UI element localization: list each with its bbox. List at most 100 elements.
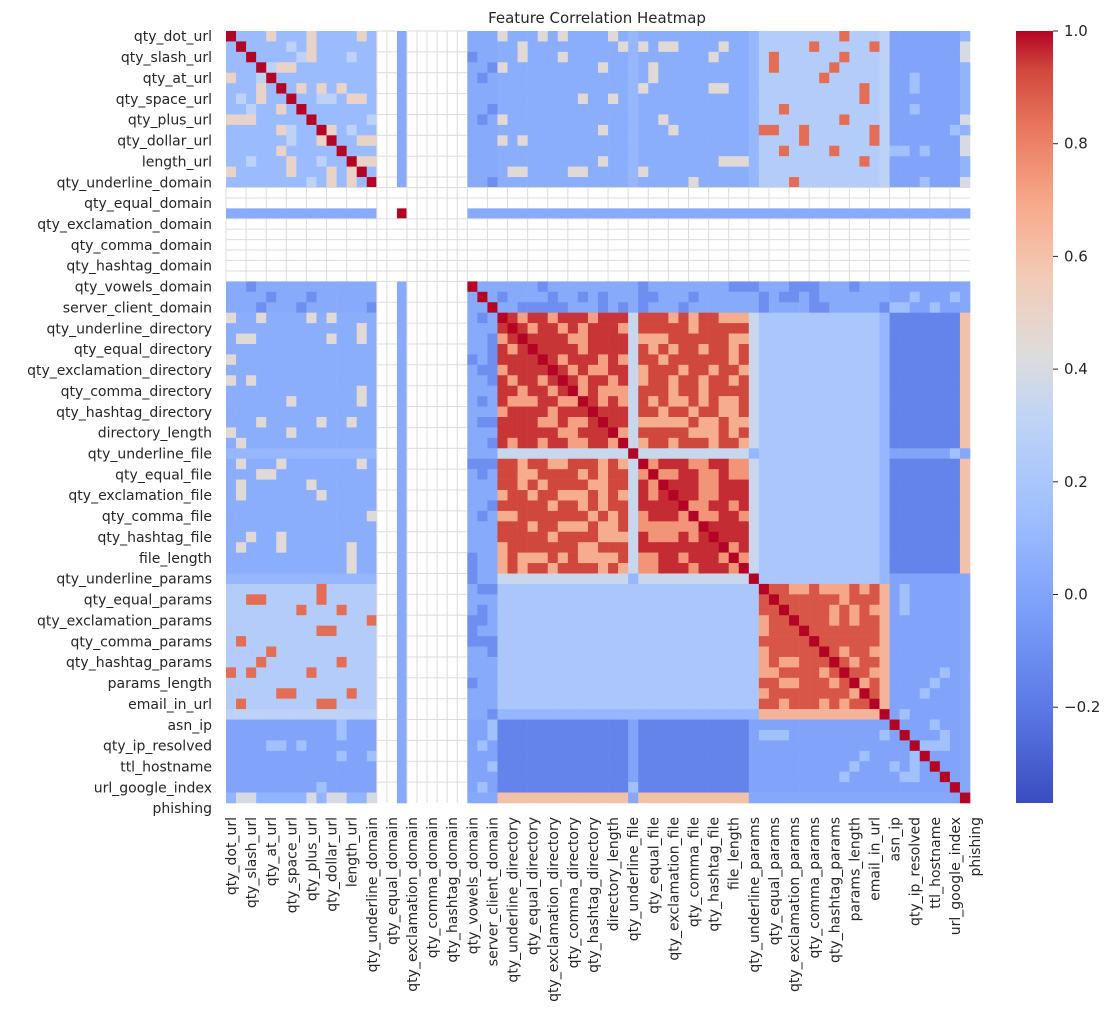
heatmap-cell [336, 187, 347, 199]
heatmap-cell [417, 719, 428, 731]
heatmap-cell [789, 229, 800, 240]
heatmap-cell [598, 135, 609, 147]
heatmap-cell [909, 594, 921, 606]
heatmap-cell [517, 448, 528, 460]
heatmap-cell [849, 531, 860, 543]
heatmap-cell [618, 270, 629, 282]
heatmap-cell [437, 594, 448, 606]
heatmap-cell [668, 114, 679, 126]
heatmap-cell [618, 260, 629, 272]
heatmap-cell [869, 208, 880, 220]
heatmap-cell [638, 156, 649, 167]
heatmap-cell [809, 615, 820, 626]
heatmap-cell [899, 364, 910, 376]
heatmap-cell [567, 479, 579, 491]
heatmap-cell [296, 417, 307, 428]
heatmap-cell [286, 448, 297, 460]
heatmap-cell [738, 500, 750, 512]
heatmap-cell [507, 31, 518, 42]
heatmap-cell [447, 698, 458, 710]
heatmap-cell [427, 521, 438, 533]
heatmap-cell [336, 448, 347, 460]
heatmap-cell [829, 458, 840, 470]
heatmap-cell [356, 197, 368, 209]
heatmap-cell [718, 667, 729, 679]
heatmap-cell [316, 291, 327, 303]
heatmap-cell [346, 636, 357, 647]
heatmap-cell [547, 197, 559, 209]
heatmap-cell [417, 343, 428, 355]
heatmap-cell [668, 583, 679, 595]
heatmap-cell [899, 218, 910, 230]
heatmap-cell [698, 333, 709, 345]
heatmap-cell [427, 364, 438, 376]
heatmap-cell [748, 667, 760, 679]
heatmap-cell [437, 83, 448, 94]
heatmap-cell [467, 364, 478, 376]
heatmap-cell [437, 500, 448, 512]
heatmap-cell [618, 500, 629, 512]
heatmap-cell [557, 93, 569, 105]
heatmap-cell [306, 104, 317, 115]
heatmap-cell [366, 385, 378, 397]
heatmap-cell [929, 448, 941, 460]
heatmap-cell [598, 490, 609, 501]
heatmap-cell [457, 41, 468, 53]
heatmap-cell [919, 552, 931, 564]
heatmap-cell [638, 229, 649, 240]
heatmap-cell [859, 427, 870, 439]
heatmap-cell [598, 604, 609, 616]
heatmap-cell [668, 239, 679, 251]
heatmap-cell [226, 83, 237, 94]
heatmap-cell [276, 83, 287, 94]
heatmap-cell [768, 396, 780, 407]
heatmap-cell [577, 354, 589, 366]
heatmap-cell [286, 51, 297, 63]
heatmap-cell [658, 156, 669, 167]
heatmap-cell [688, 166, 699, 178]
heatmap-cell [738, 594, 750, 606]
heatmap-cell [487, 239, 498, 251]
heatmap-cell [226, 458, 237, 470]
heatmap-cell [889, 145, 900, 157]
heatmap-cell [256, 667, 267, 679]
heatmap-cell [356, 375, 368, 386]
heatmap-cell [949, 218, 961, 230]
heatmap-cell [949, 124, 961, 136]
heatmap-cell [376, 677, 388, 689]
heatmap-cell [346, 709, 357, 720]
heatmap-cell [316, 281, 327, 293]
heatmap-cell [869, 490, 880, 501]
heatmap-cell [487, 677, 498, 689]
heatmap-cell [336, 270, 347, 282]
heatmap-cell [829, 260, 840, 272]
heatmap-cell [336, 563, 347, 574]
heatmap-cell [386, 72, 398, 84]
heatmap-cell [758, 250, 770, 261]
heatmap-cell [567, 709, 579, 720]
heatmap-cell [567, 573, 579, 585]
heatmap-cell [879, 698, 890, 710]
heatmap-cell [557, 218, 569, 230]
heatmap-cell [587, 688, 599, 699]
heatmap-cell [306, 709, 317, 720]
heatmap-cell [507, 323, 518, 334]
heatmap-cell [467, 104, 478, 115]
heatmap-cell [638, 396, 649, 407]
heatmap-cell [909, 542, 921, 553]
heatmap-cell [819, 427, 830, 439]
heatmap-cell [678, 281, 689, 293]
heatmap-cell [396, 323, 408, 334]
heatmap-cell [316, 343, 327, 355]
heatmap-cell [336, 510, 347, 522]
heatmap-cell [778, 270, 790, 282]
heatmap-cell [577, 406, 589, 418]
heatmap-cell [849, 218, 860, 230]
heatmap-cell [598, 583, 609, 595]
heatmap-cell [437, 62, 448, 74]
heatmap-cell [658, 114, 669, 126]
heatmap-cell [869, 114, 880, 126]
heatmap-cell [447, 510, 458, 522]
heatmap-cell [839, 500, 850, 512]
heatmap-cell [668, 197, 679, 209]
